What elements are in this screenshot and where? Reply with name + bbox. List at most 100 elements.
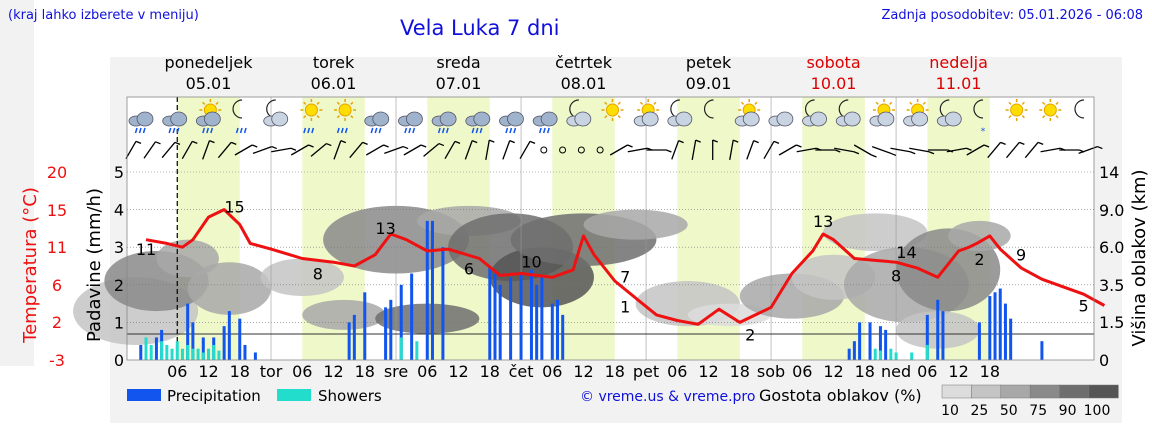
x-tick-label: 18 — [355, 362, 375, 381]
rain-drop — [336, 127, 340, 134]
location-hint[interactable]: (kraj lahko izberete v meniju) — [8, 8, 199, 23]
x-day-label: ned — [881, 362, 911, 381]
wind-barb-icon — [763, 141, 775, 159]
sun-ray — [754, 101, 758, 105]
showers-bar — [180, 348, 184, 360]
rain-drop — [505, 127, 509, 134]
precipitation-bar — [858, 322, 862, 360]
wind-barb-tick — [712, 139, 718, 143]
precipitation-bar — [399, 284, 403, 360]
sun-ray — [617, 115, 621, 119]
precipitation-bar — [253, 352, 257, 360]
day-name: četrtek — [555, 53, 613, 72]
precipitation-bar — [878, 326, 882, 360]
rain-drop — [538, 127, 542, 134]
moon-icon — [1074, 99, 1085, 119]
wind-barb-tick — [695, 139, 701, 143]
legend-showers-swatch — [277, 389, 311, 401]
wind-barb-icon — [519, 141, 531, 159]
precipitation-bar — [993, 292, 997, 360]
rain-drop — [546, 127, 550, 134]
moon-cloud-icon — [802, 99, 827, 127]
wind-barb-tick — [928, 151, 935, 155]
rain-cloud-icon — [128, 111, 154, 134]
snow-flakes: * — [981, 127, 986, 137]
showers-bar — [889, 348, 893, 360]
sun-ray — [336, 115, 340, 119]
wind-barb-tick — [383, 144, 389, 148]
sun-ray — [922, 101, 926, 105]
cloud-puff — [675, 111, 693, 127]
cloud-density-level: 25 — [970, 403, 988, 419]
cloud-puff — [507, 111, 524, 127]
temperature-label: 8 — [891, 266, 901, 285]
sun-disc — [338, 103, 352, 117]
rain-drop — [239, 127, 243, 134]
cloud-puff — [911, 111, 929, 127]
precipitation-bar — [1040, 341, 1044, 360]
rain-drop — [206, 127, 210, 134]
wind-barb-icon — [181, 141, 193, 159]
sun-ray — [1055, 115, 1059, 119]
wind-barb-icon — [217, 141, 232, 159]
cloud-density-swatch — [1000, 384, 1031, 399]
wind-barb-icon — [946, 147, 967, 153]
wind-barb-tick — [678, 139, 684, 144]
cloud-density-patch — [260, 258, 344, 297]
x-tick-label: 12 — [698, 362, 718, 381]
rain-cloud-icon — [162, 111, 188, 134]
rain-drop — [441, 127, 445, 134]
sun-ray — [316, 101, 320, 105]
precipitation-bar — [488, 266, 492, 360]
cloud-density-swatch — [1088, 384, 1119, 399]
day-name: torek — [313, 53, 355, 72]
cloud-density-patch — [583, 209, 688, 240]
precipitation-bar — [498, 284, 502, 360]
precipitation-bar — [191, 322, 195, 360]
sun-ray — [316, 115, 320, 119]
wind-barb-tick — [983, 144, 990, 148]
precipitation-bar — [425, 220, 429, 360]
rain-drop — [404, 127, 408, 134]
wind-barb-icon — [310, 143, 327, 157]
wind-barb-tick — [326, 142, 332, 147]
moon-crescent — [973, 99, 984, 119]
sun-ray — [1042, 115, 1046, 119]
calm-wind-icon — [559, 146, 567, 154]
temperature-label: 9 — [1016, 246, 1026, 265]
precip-tick: 0 — [114, 351, 124, 370]
temperature-tick: 6 — [52, 276, 62, 295]
sun-ray — [303, 101, 307, 105]
rain-drop — [176, 127, 180, 134]
cloud-density-level: 75 — [1029, 403, 1047, 419]
wind-barb-icon — [1006, 141, 1020, 159]
sun-ray — [1008, 115, 1012, 119]
precipitation-bar — [363, 292, 367, 360]
precip-tick: 4 — [114, 201, 124, 220]
wind-barb-tick — [796, 144, 802, 148]
precipitation-bar — [389, 299, 393, 360]
temperature-axis-panel — [0, 0, 34, 366]
temperature-layer: 11 15 8 13 6 10 7 1 2 13 8 14 2 9 5 — [136, 197, 1106, 344]
day-name: sreda — [436, 53, 480, 72]
precip-tick: 2 — [114, 276, 124, 295]
cloud-density-swatch — [1029, 384, 1060, 399]
temperature-tick: 2 — [52, 313, 62, 332]
wind-barb-icon — [778, 144, 797, 156]
wind-barb-icon — [234, 144, 253, 156]
precipitation-bar — [868, 322, 872, 360]
x-tick-label: 06 — [417, 362, 437, 381]
legend-precipitation-swatch — [127, 389, 161, 401]
wind-barb-tick — [252, 144, 258, 148]
x-tick-label: 06 — [167, 362, 187, 381]
sun-ray — [1021, 115, 1025, 119]
wind-barb-icon — [384, 145, 404, 155]
wind-barb-icon — [403, 144, 422, 156]
precipitation-bar — [201, 337, 205, 360]
legend-showers-label: Showers — [318, 387, 382, 405]
day-date: 07.01 — [436, 74, 482, 93]
temperature-label: 10 — [521, 253, 541, 272]
temperature-label: 6 — [464, 260, 474, 279]
showers-bar — [175, 341, 179, 360]
wind-barb-tick — [174, 141, 181, 145]
